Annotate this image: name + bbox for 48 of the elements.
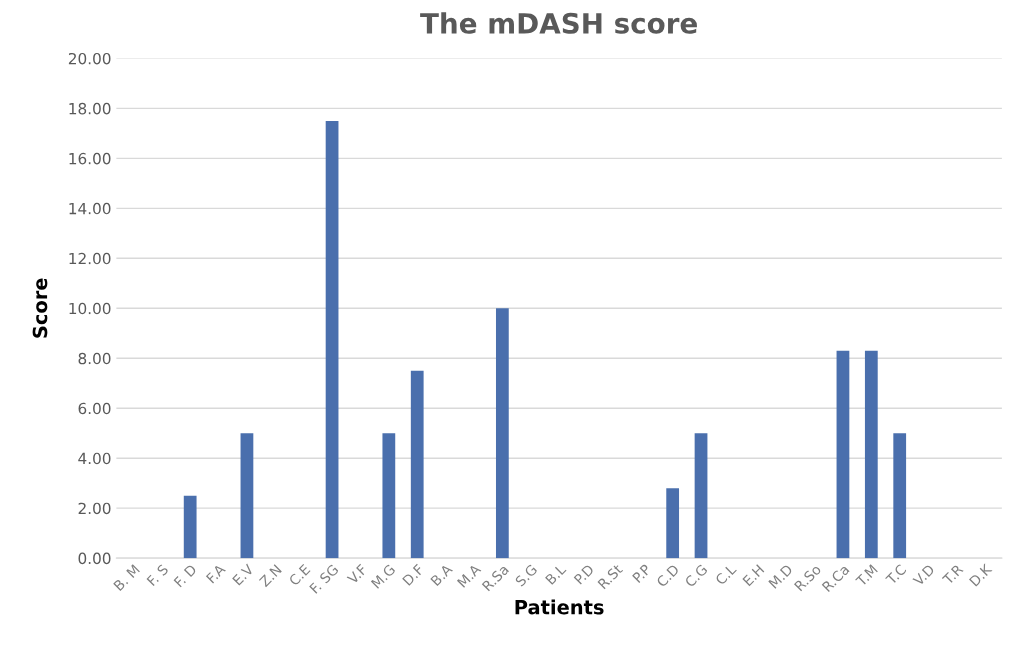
x-tick-label: P.D bbox=[573, 563, 595, 585]
x-tick-label: T.M bbox=[855, 564, 878, 587]
x-tick-label: T.C bbox=[885, 563, 907, 586]
x-axis-title: Patients bbox=[515, 599, 604, 615]
y-tick-label: 8.00 bbox=[78, 352, 111, 365]
x-tick-label: C.G bbox=[684, 563, 708, 588]
x-tick-label: E.V bbox=[232, 563, 255, 586]
bar bbox=[836, 350, 850, 559]
bar bbox=[183, 495, 197, 559]
y-tick-label: 16.00 bbox=[69, 152, 111, 165]
x-tick-label: F. SG bbox=[309, 563, 339, 594]
y-tick-label: 4.00 bbox=[78, 452, 111, 465]
x-tick-label: B.L bbox=[545, 563, 567, 585]
x-tick-label: Z.N bbox=[258, 564, 282, 588]
x-tick-label: S.G bbox=[514, 563, 538, 587]
bar bbox=[240, 433, 254, 559]
bar bbox=[864, 350, 878, 559]
x-tick-label: C.L bbox=[714, 563, 737, 586]
y-tick-label: 20.00 bbox=[68, 52, 111, 65]
y-tick-label: 10.00 bbox=[69, 302, 111, 315]
bar bbox=[410, 370, 424, 559]
bar bbox=[694, 433, 708, 559]
bar bbox=[666, 488, 680, 559]
y-tick-label: 2.00 bbox=[78, 502, 111, 515]
y-tick-label: 18.00 bbox=[69, 102, 111, 115]
x-tick-label: F. D bbox=[173, 563, 198, 588]
y-tick-label: 14.00 bbox=[69, 202, 111, 215]
x-tick-label: C.D bbox=[655, 563, 680, 588]
x-tick-label: E.H bbox=[742, 564, 765, 587]
x-tick-label: F. S bbox=[146, 563, 169, 587]
x-tick-label: V.D bbox=[912, 563, 935, 587]
x-tick-label: F.A bbox=[205, 563, 226, 584]
bar bbox=[893, 433, 907, 559]
x-tick-label: M.A bbox=[456, 563, 482, 588]
bar bbox=[382, 433, 396, 559]
y-tick-label: 12.00 bbox=[69, 252, 111, 265]
x-tick-label: V.F bbox=[346, 563, 368, 585]
y-tick-label: 0.00 bbox=[78, 552, 111, 565]
x-tick-label: T.R bbox=[941, 563, 964, 586]
x-tick-label: D.F bbox=[402, 563, 425, 586]
bar bbox=[495, 308, 509, 559]
x-tick-label: B. M bbox=[113, 564, 140, 591]
y-tick-label: 6.00 bbox=[78, 402, 111, 415]
chart-title: The mDASH score bbox=[420, 12, 697, 34]
y-axis-title: Score bbox=[32, 278, 48, 338]
bar bbox=[325, 120, 339, 559]
x-tick-label: P.P bbox=[632, 563, 652, 583]
x-tick-label: B.A bbox=[430, 563, 453, 587]
